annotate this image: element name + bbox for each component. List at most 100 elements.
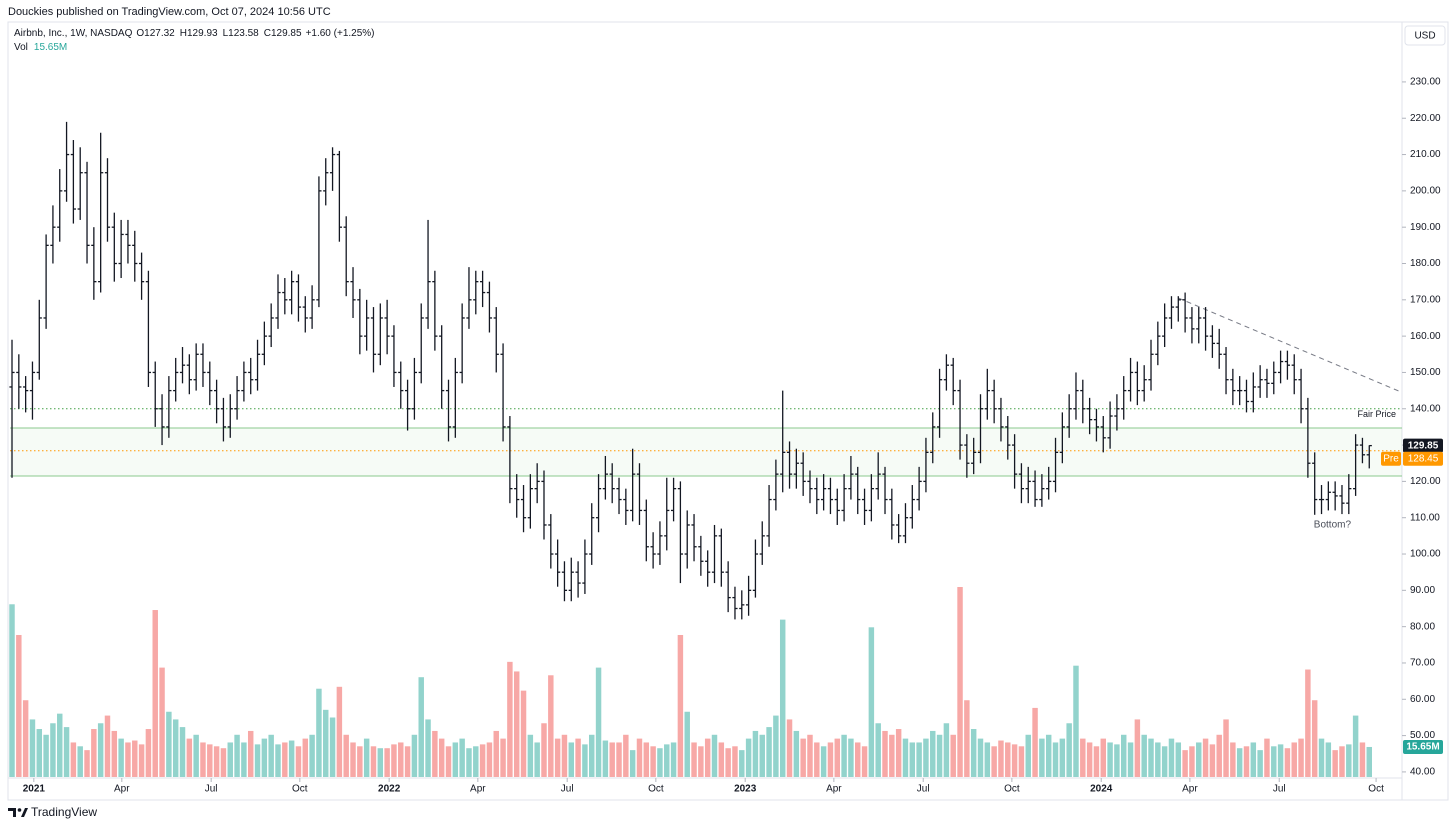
volume-bar (957, 587, 963, 777)
volume-bar (1257, 750, 1263, 777)
volume-bar (650, 746, 656, 777)
volume-bar (432, 730, 438, 777)
volume-bar (629, 750, 636, 777)
volume-bar (152, 610, 158, 777)
volume-bar (643, 742, 650, 777)
volume-bar (1264, 738, 1270, 777)
volume-bar (1271, 746, 1277, 777)
volume-bar (1107, 742, 1113, 777)
volume-bar (193, 734, 199, 777)
volume-bar (220, 748, 227, 777)
x-tick-label: Jul (917, 784, 930, 795)
y-tick-label: 50.00 (1410, 730, 1435, 741)
volume-bar (473, 746, 479, 777)
volume-bar (1291, 742, 1297, 777)
x-tick-label: Apr (470, 784, 486, 795)
volume-bar (1066, 723, 1072, 777)
volume-bar (1059, 738, 1066, 777)
volume-bar (1332, 750, 1338, 777)
volume-bar (1196, 742, 1202, 777)
level-label: Fair Price (1357, 409, 1396, 419)
x-tick-label: Jul (205, 784, 218, 795)
volume-bar (404, 746, 411, 777)
legend-change: +1.60 (+1.25%) (306, 28, 375, 39)
fair-value-zone (10, 428, 1402, 476)
chart-frame (7, 21, 1449, 801)
volume-bar (984, 742, 991, 777)
volume-bar (834, 738, 840, 777)
volume-bar (732, 746, 738, 777)
attribution: Douckies published on TradingView.com, O… (8, 6, 331, 18)
y-tick-label: 120.00 (1410, 476, 1441, 487)
volume-bar (179, 727, 186, 777)
volume-bar (895, 729, 902, 777)
volume-layer (9, 587, 1372, 777)
y-tick-label: 40.00 (1410, 767, 1435, 778)
volume-bar (636, 738, 643, 777)
premarket-price: 128.45 (1408, 453, 1439, 464)
volume-bar (159, 667, 165, 777)
legend-value: 129.85 (271, 28, 302, 39)
legend-key: H (180, 28, 187, 39)
volume-bar (725, 748, 731, 777)
y-tick-label: 210.00 (1410, 149, 1441, 160)
volume-bar (548, 675, 554, 777)
volume-bar (1120, 734, 1127, 777)
premarket-tag-box (1381, 451, 1401, 466)
x-tick-label: Oct (1368, 784, 1384, 795)
volume-bar (22, 700, 29, 777)
volume-bar (275, 744, 281, 777)
volume-bar (329, 717, 336, 777)
volume-bar (261, 738, 268, 777)
volume-bar (1141, 734, 1147, 777)
x-tick-label: Apr (114, 784, 130, 795)
volume-bar (1209, 744, 1216, 777)
legend: Airbnb, Inc., 1W, NASDAQ O127.32 H129.93 L1… (14, 28, 375, 39)
x-tick-label: Oct (648, 784, 664, 795)
volume-bar (739, 750, 745, 777)
volume-bar (977, 738, 984, 777)
currency[interactable]: USD (1414, 31, 1435, 42)
usd-button[interactable]: USD (1404, 25, 1446, 46)
volume-bar (575, 738, 581, 777)
volume-bar (479, 744, 486, 777)
volume-bar (213, 746, 220, 777)
volume-bar (1305, 669, 1311, 777)
volume-bar (1148, 738, 1154, 777)
x-tick-label: Apr (1182, 784, 1198, 795)
y-tick-label: 70.00 (1410, 658, 1435, 669)
volume-bar (57, 713, 63, 777)
volume-bar (118, 738, 124, 777)
volume-bar (486, 742, 493, 777)
volume-bar (1346, 744, 1352, 777)
volume-bar (623, 734, 629, 777)
volume-bar (227, 742, 233, 777)
volume-bar (43, 734, 49, 777)
volume-bar (1073, 665, 1079, 777)
volume-bar (930, 730, 936, 777)
volume-bar (50, 723, 56, 777)
volume-bar (1325, 742, 1332, 777)
volume-bar (1236, 748, 1243, 777)
logo-mark (8, 808, 16, 817)
volume-bar (1223, 719, 1229, 777)
volume-bar (807, 734, 813, 777)
volume-bar (1189, 746, 1195, 777)
volume-bar (793, 730, 800, 777)
volume-bar (923, 738, 929, 777)
volume-bar (507, 661, 513, 777)
volume-bar (616, 742, 622, 777)
premarket-tag: Pre (1383, 453, 1399, 464)
volume-bar (357, 746, 363, 777)
volume-bar (1250, 742, 1257, 777)
volume-bar (323, 709, 329, 777)
volume-bar (745, 738, 752, 777)
volume-bar (97, 723, 104, 777)
logo-dot (17, 808, 22, 812)
volume-bar (868, 627, 875, 777)
volume-bar (520, 690, 527, 777)
currency-box[interactable] (1404, 25, 1446, 46)
trendline (1178, 297, 1403, 393)
x-tick-label: 2021 (23, 784, 46, 795)
